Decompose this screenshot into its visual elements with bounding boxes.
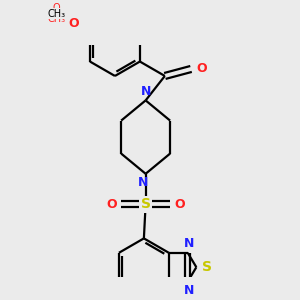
Text: O: O: [68, 16, 79, 30]
Text: CH₃: CH₃: [48, 8, 66, 19]
Text: O: O: [196, 61, 207, 75]
Text: N: N: [183, 284, 194, 297]
Text: N: N: [138, 176, 148, 189]
Text: S: S: [141, 197, 151, 211]
Text: O: O: [175, 198, 185, 211]
Text: O: O: [106, 198, 117, 211]
Text: S: S: [202, 260, 212, 274]
Text: N: N: [140, 85, 151, 98]
Text: N: N: [183, 237, 194, 250]
Text: O: O: [68, 16, 79, 30]
Text: O
CH₃: O CH₃: [48, 3, 66, 24]
